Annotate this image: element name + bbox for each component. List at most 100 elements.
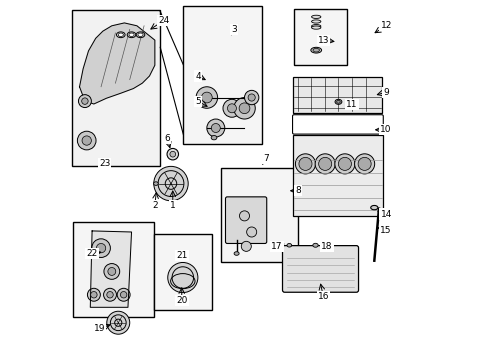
Ellipse shape [311,20,320,23]
Circle shape [82,136,91,145]
Text: 18: 18 [321,242,332,251]
Circle shape [357,157,370,170]
Text: 16: 16 [317,292,328,301]
Circle shape [241,241,251,251]
Circle shape [196,87,217,108]
Text: 23: 23 [99,159,110,168]
Circle shape [117,288,130,301]
Ellipse shape [118,33,123,36]
Ellipse shape [129,33,134,36]
Ellipse shape [127,32,136,38]
FancyBboxPatch shape [72,10,160,166]
Ellipse shape [116,32,125,38]
Circle shape [96,243,105,253]
Circle shape [81,98,88,104]
FancyBboxPatch shape [282,246,358,292]
FancyBboxPatch shape [221,168,298,262]
Ellipse shape [312,243,318,247]
Circle shape [106,292,113,298]
Circle shape [108,267,116,275]
Text: 8: 8 [295,186,301,195]
Circle shape [298,157,311,170]
Circle shape [244,90,258,105]
Circle shape [92,239,110,257]
Circle shape [338,157,351,170]
Ellipse shape [136,32,144,38]
Text: 1: 1 [169,201,175,210]
Circle shape [106,311,129,334]
Polygon shape [90,231,131,307]
Polygon shape [80,23,155,104]
Circle shape [167,148,178,160]
FancyBboxPatch shape [293,9,346,65]
Text: 21: 21 [176,251,187,260]
Text: 11: 11 [346,100,357,109]
Circle shape [172,267,193,288]
Ellipse shape [336,100,340,103]
Text: 15: 15 [380,226,391,235]
FancyBboxPatch shape [225,197,266,243]
Circle shape [158,171,183,197]
Circle shape [206,119,224,137]
Circle shape [211,123,220,132]
Text: 22: 22 [86,249,98,258]
Circle shape [239,103,249,114]
Circle shape [153,166,188,201]
Circle shape [239,211,249,221]
Ellipse shape [312,48,319,52]
Circle shape [334,154,354,174]
Text: 10: 10 [380,125,391,134]
Ellipse shape [370,206,377,210]
Ellipse shape [311,26,320,29]
Circle shape [246,227,256,237]
Circle shape [87,288,100,301]
Circle shape [110,315,126,330]
Text: 19: 19 [93,324,105,333]
FancyBboxPatch shape [292,135,383,216]
Circle shape [201,92,212,103]
Text: 14: 14 [380,210,391,219]
Ellipse shape [234,252,239,255]
Circle shape [227,104,236,113]
Text: 7: 7 [263,154,268,163]
Text: 5: 5 [195,96,201,105]
Ellipse shape [311,15,320,18]
Circle shape [314,154,335,174]
Text: 6: 6 [164,134,170,143]
FancyBboxPatch shape [183,6,262,144]
Ellipse shape [310,47,321,53]
Circle shape [115,319,122,326]
Circle shape [120,292,126,298]
FancyBboxPatch shape [154,234,212,310]
Ellipse shape [286,243,291,247]
Circle shape [104,264,120,279]
Circle shape [233,98,255,119]
Ellipse shape [211,135,217,140]
Ellipse shape [334,99,341,104]
Circle shape [77,131,96,150]
Circle shape [167,262,198,293]
Text: 20: 20 [176,296,187,305]
FancyBboxPatch shape [73,222,153,317]
Text: 9: 9 [383,87,388,96]
Text: 12: 12 [380,21,391,30]
Circle shape [247,94,255,101]
Text: 24: 24 [158,16,169,25]
Text: 2: 2 [152,201,157,210]
Circle shape [169,151,175,157]
Circle shape [295,154,315,174]
Text: 17: 17 [270,242,282,251]
Ellipse shape [138,33,143,36]
Circle shape [78,95,91,108]
Text: 3: 3 [230,25,236,34]
Ellipse shape [311,24,320,28]
Circle shape [165,178,176,189]
Circle shape [318,157,331,170]
Circle shape [103,288,116,301]
Circle shape [223,99,241,117]
Text: 4: 4 [195,72,200,81]
FancyBboxPatch shape [292,77,381,113]
Circle shape [90,292,97,298]
Circle shape [354,154,374,174]
Ellipse shape [153,182,158,185]
